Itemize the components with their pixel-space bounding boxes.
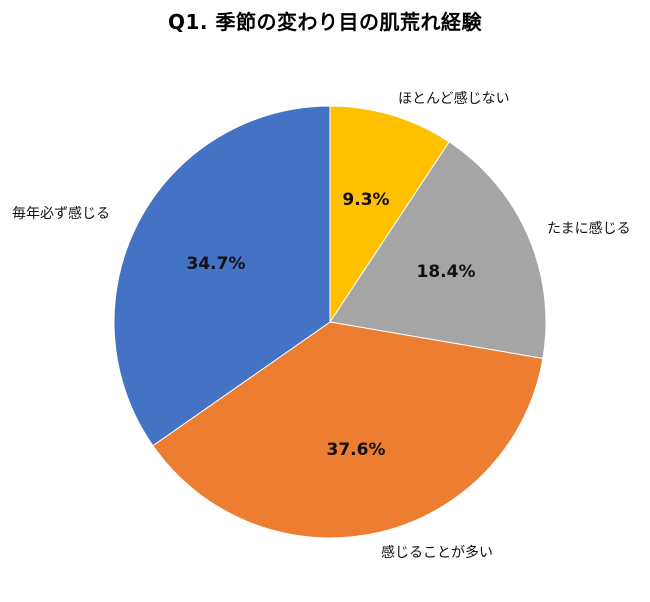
percent-label-hardly: 9.3% — [342, 190, 390, 210]
percent-label-every-year: 34.7% — [186, 254, 246, 274]
pie-slice-every-year — [113, 105, 331, 447]
pie-slice-often — [152, 321, 544, 539]
category-label-hardly: ほとんど感じない — [398, 91, 510, 107]
category-label-every-year: 毎年必ず感じる — [12, 206, 110, 222]
category-label-sometimes: たまに感じる — [547, 221, 631, 237]
percent-label-often: 37.6% — [326, 440, 386, 460]
pie-slice-hardly — [329, 105, 450, 324]
pie-slice-sometimes — [329, 141, 547, 360]
chart-title: Q1. 季節の変わり目の肌荒れ経験 — [168, 10, 482, 34]
category-label-often: 感じることが多い — [381, 545, 493, 561]
percent-label-sometimes: 18.4% — [416, 262, 476, 282]
